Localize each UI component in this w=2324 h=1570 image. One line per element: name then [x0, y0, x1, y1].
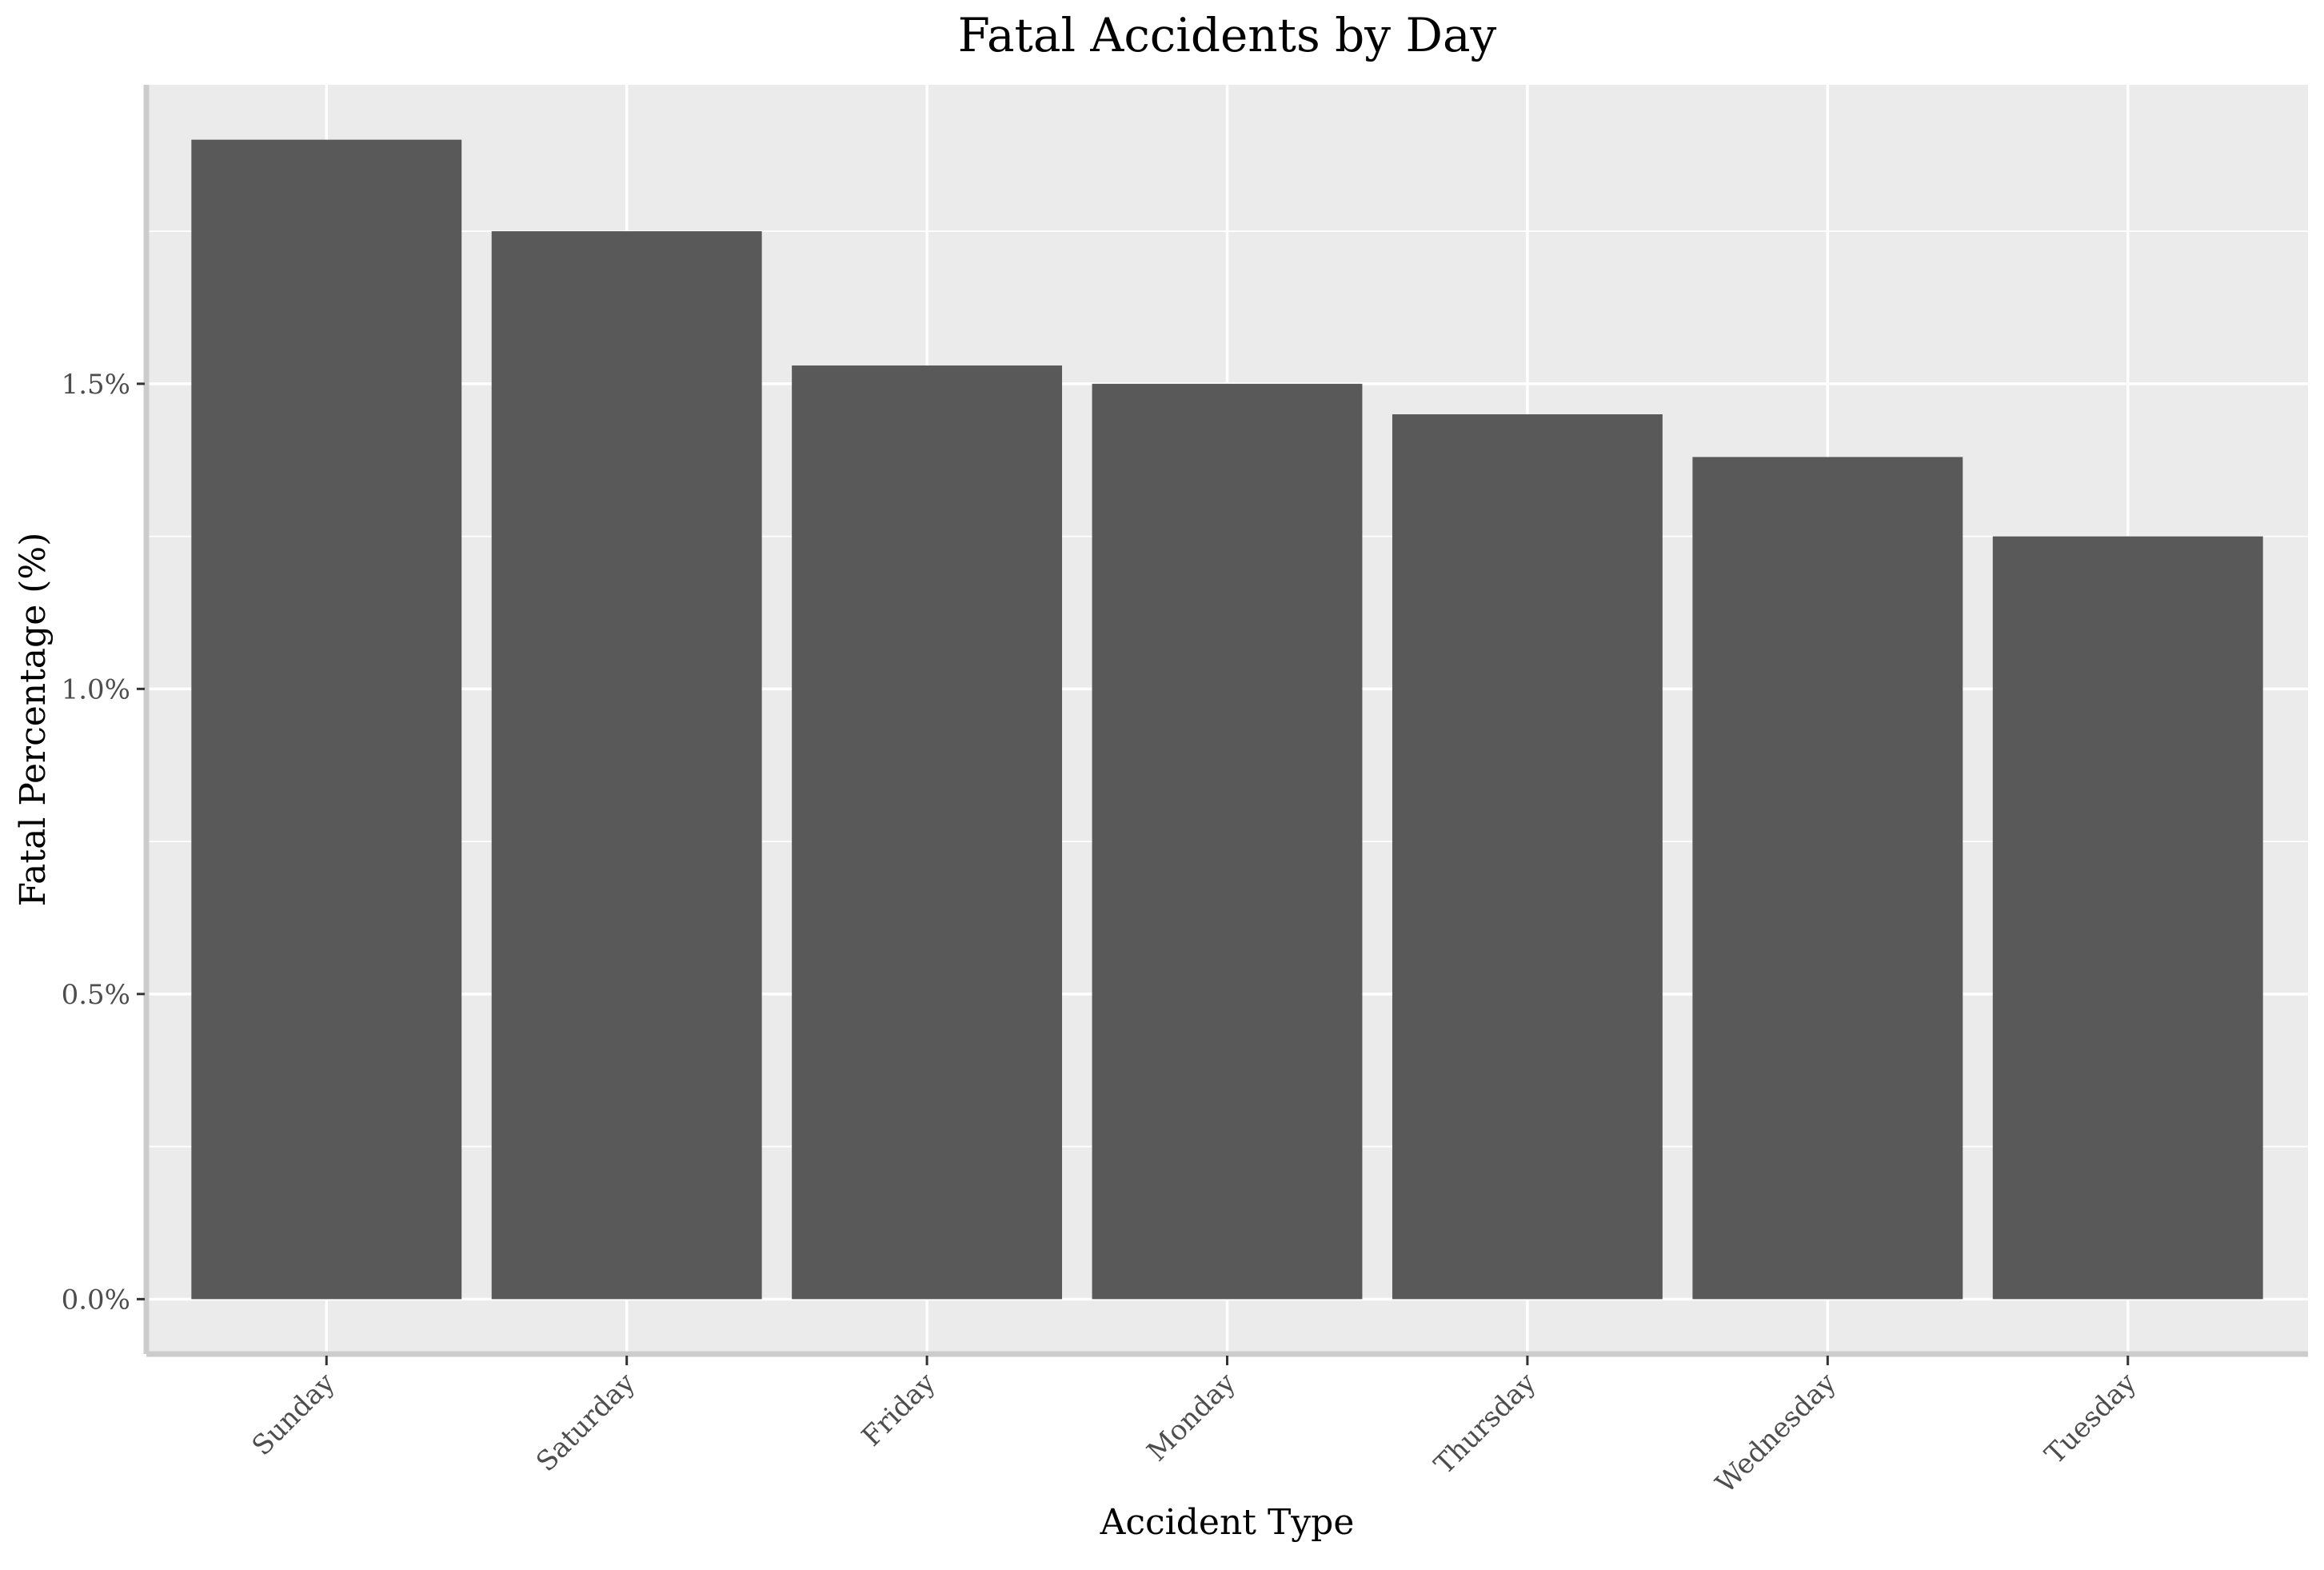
x-tick-label: Saturday [530, 1367, 642, 1479]
bar-sunday [191, 139, 462, 1300]
y-axis-title: Fatal Percentage (%) [13, 533, 54, 907]
x-tick-label: Sunday [246, 1367, 342, 1463]
x-tick-label: Friday [856, 1367, 942, 1453]
x-axis-title: Accident Type [1100, 1502, 1355, 1543]
x-tick-label: Wednesday [1710, 1367, 1843, 1500]
bar-friday [792, 365, 1063, 1300]
y-tick-label: 1.0% [62, 673, 130, 705]
bar-thursday [1392, 414, 1663, 1300]
axes [143, 85, 2308, 1357]
bar-saturday [491, 231, 762, 1300]
x-tick-label: Tuesday [2038, 1367, 2142, 1471]
bar-tuesday [1992, 536, 2263, 1300]
y-tick-label: 0.0% [62, 1284, 130, 1316]
x-tick-label: Monday [1141, 1367, 1243, 1468]
y-axis-ticks: 0.0% 0.5% 1.0% 1.5% [62, 369, 145, 1316]
chart-title: Fatal Accidents by Day [958, 8, 1497, 62]
y-tick-label: 0.5% [62, 979, 130, 1011]
bar-wednesday [1692, 457, 1963, 1300]
x-tick-label: Thursday [1428, 1367, 1543, 1481]
y-tick-label: 1.5% [62, 369, 130, 401]
x-axis-ticks: Sunday Saturday Friday Monday Thursday Wednes… [246, 1356, 2143, 1500]
bar-monday [1092, 383, 1363, 1300]
bars [191, 139, 2263, 1300]
